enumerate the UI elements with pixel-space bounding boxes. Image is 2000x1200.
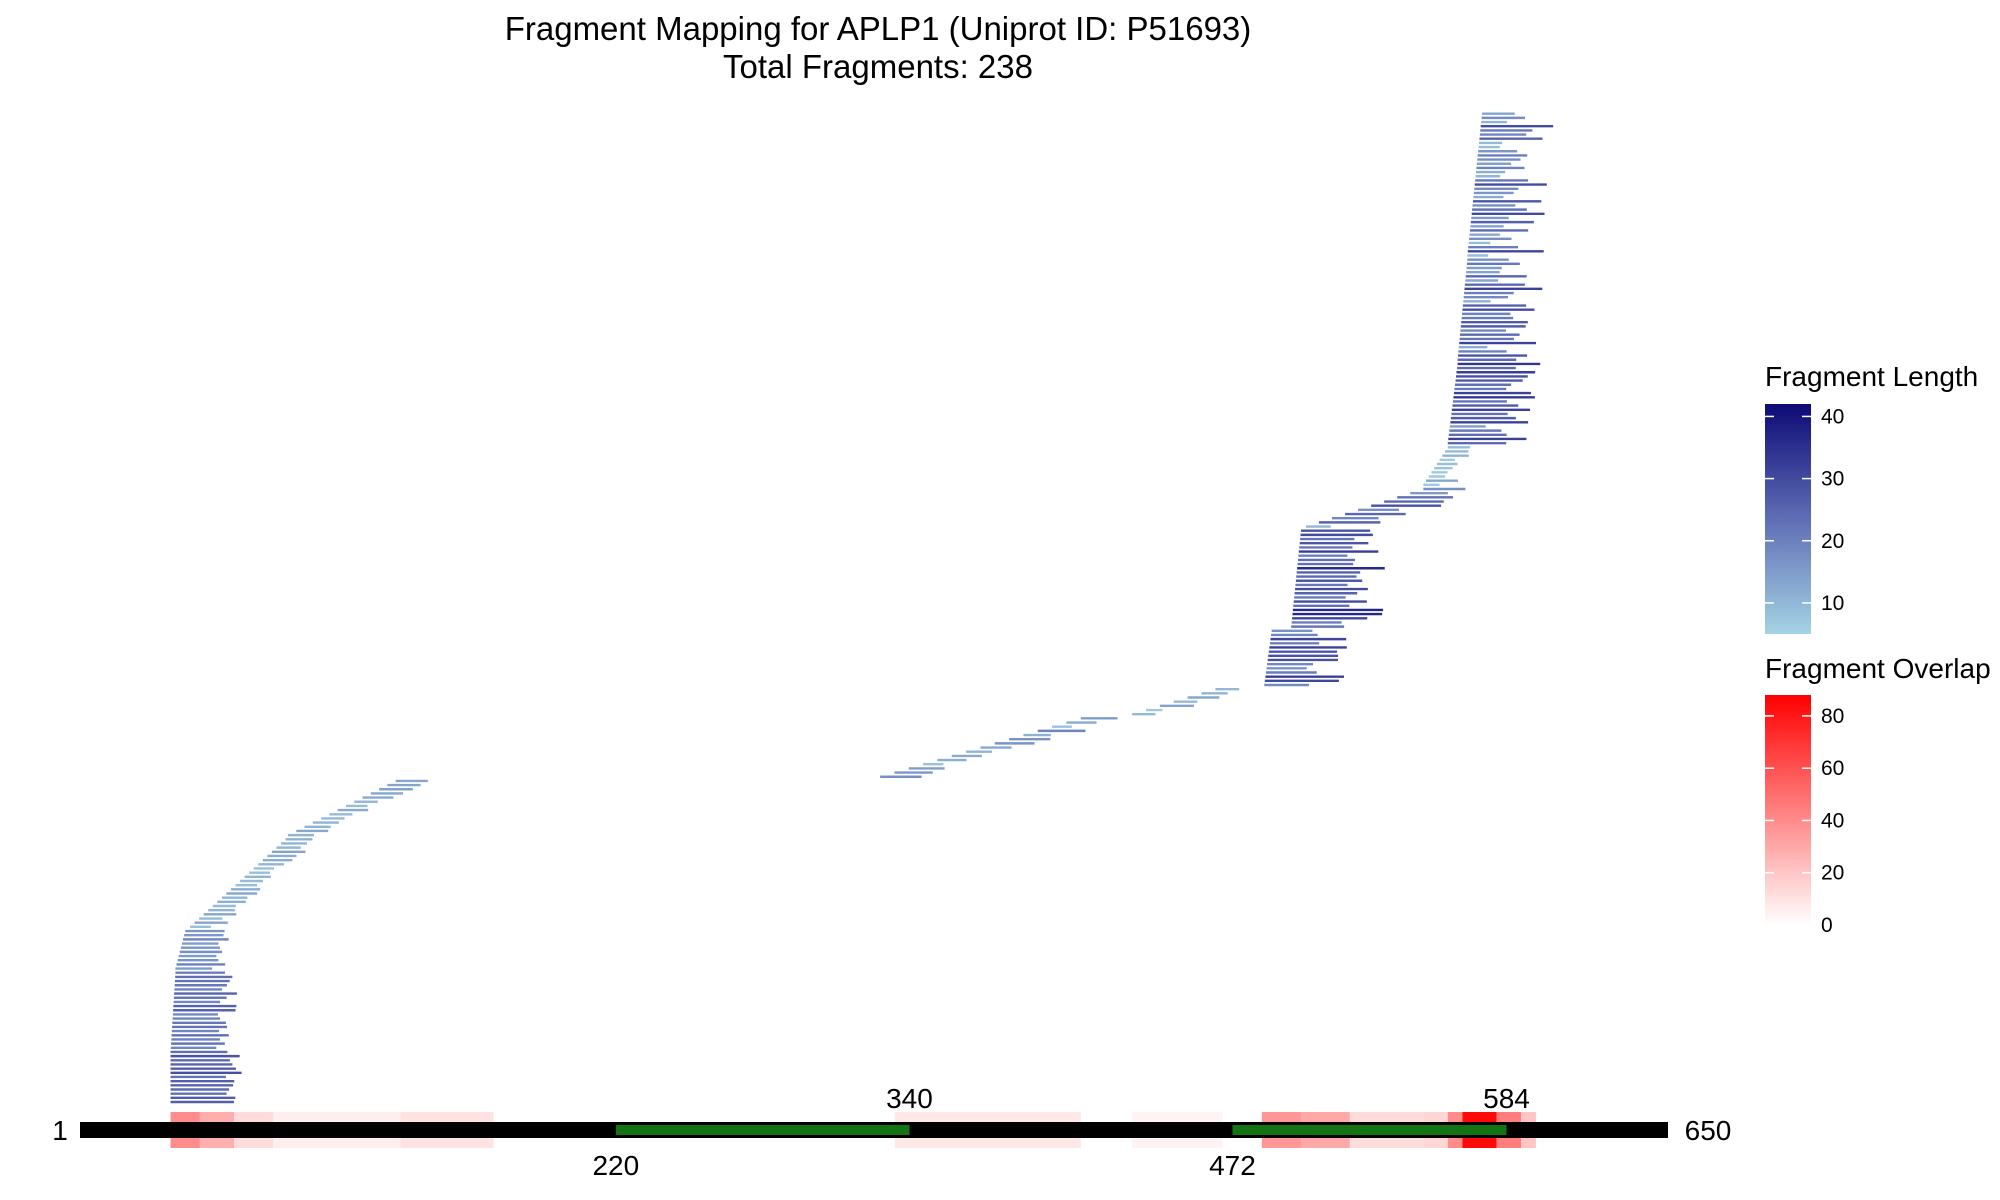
length-legend-ticks: 10 20 30 40 — [1765, 405, 1844, 615]
domain-end-label: 584 — [1483, 1083, 1530, 1114]
overlap-legend-tick-label: 0 — [1821, 914, 1833, 937]
overlap-legend-tick-label: 40 — [1821, 809, 1844, 832]
domain-start-label: 220 — [592, 1150, 639, 1181]
domain-bar — [1232, 1125, 1507, 1135]
length-legend-title: Fragment Length — [1765, 361, 1978, 392]
domain-end-label: 340 — [886, 1083, 933, 1114]
length-legend-tick-label: 10 — [1821, 592, 1844, 615]
overlap-legend-tick-label: 20 — [1821, 862, 1844, 885]
overlap-legend-tick-label: 60 — [1821, 757, 1844, 780]
chart-title: Fragment Mapping for APLP1 (Uniprot ID: … — [505, 10, 1252, 47]
chart-subtitle: Total Fragments: 238 — [723, 48, 1033, 85]
overlap-legend: Fragment Overlap 0 20 40 60 80 — [1765, 653, 1991, 937]
length-legend-tick-label: 40 — [1821, 405, 1844, 428]
length-legend-tick-label: 20 — [1821, 530, 1844, 553]
overlap-legend-ticks: 0 20 40 60 80 — [1765, 705, 1844, 937]
fragment-lines — [170, 112, 1554, 1104]
domain-start-label: 472 — [1209, 1150, 1256, 1181]
domain-bars — [615, 1125, 1507, 1135]
overlap-legend-tick-label: 80 — [1821, 705, 1844, 728]
length-legend-tick-label: 30 — [1821, 468, 1844, 491]
protein-start-label: 1 — [52, 1115, 68, 1146]
domain-bar — [615, 1125, 910, 1135]
length-legend-colorbar — [1765, 404, 1811, 634]
protein-end-label: 650 — [1685, 1115, 1732, 1146]
overlap-legend-colorbar — [1765, 695, 1811, 925]
overlap-legend-title: Fragment Overlap — [1765, 653, 1991, 684]
domain-labels: 220 340 472 584 — [592, 1083, 1529, 1181]
length-legend: Fragment Length 10 20 30 40 — [1765, 361, 1978, 634]
